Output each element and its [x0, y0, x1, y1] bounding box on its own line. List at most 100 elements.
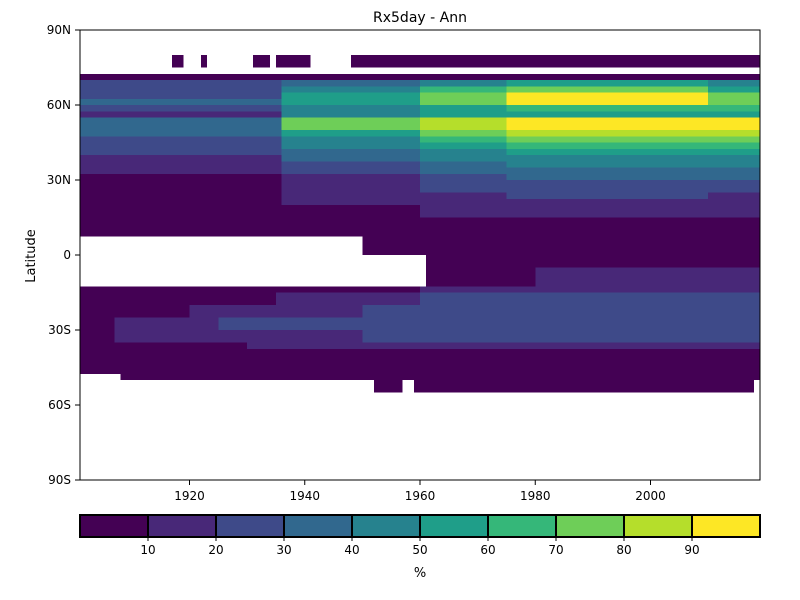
heatmap-cell	[420, 167, 507, 174]
heatmap-cell	[80, 123, 282, 130]
heatmap-cell	[506, 211, 709, 218]
heatmap-cell	[281, 161, 420, 168]
heatmap-cell	[80, 317, 115, 330]
heatmap-cell	[506, 180, 709, 187]
heatmap-cell	[420, 192, 507, 199]
heatmap-cell	[281, 111, 420, 118]
heatmap-cell	[420, 123, 507, 130]
heatmap-cell	[120, 373, 761, 380]
heatmap-cell	[80, 105, 282, 112]
colorbar-tick-label: 50	[412, 543, 427, 557]
heatmap-cell	[506, 130, 709, 137]
heatmap-cell	[420, 205, 507, 212]
colorbar-swatch	[147, 514, 217, 538]
heatmap-cell	[80, 73, 760, 80]
heatmap-cell	[281, 117, 420, 124]
heatmap-cell	[281, 86, 420, 93]
colorbar-tick-label: 10	[140, 543, 155, 557]
heatmap-cell	[350, 55, 760, 68]
heatmap-cell	[420, 211, 507, 218]
heatmap-cell	[281, 205, 420, 212]
heatmap-cell	[506, 98, 709, 105]
heatmap-cell	[80, 198, 282, 205]
heatmap-cell	[80, 286, 420, 293]
x-tick-label: 1980	[520, 489, 551, 503]
colorbar-tick-label: 30	[276, 543, 291, 557]
heatmap-cell	[420, 86, 507, 93]
heatmap-cell	[114, 330, 363, 343]
y-tick-label: 30N	[47, 173, 71, 187]
heatmap-cell	[420, 148, 507, 155]
y-tick-label: 60N	[47, 98, 71, 112]
heatmap-cell	[506, 161, 709, 168]
heatmap-cell	[708, 211, 760, 218]
heatmap-cell	[281, 142, 420, 149]
colorbar-swatch	[555, 514, 625, 538]
heatmap-cell	[80, 111, 282, 118]
heatmap-cell	[80, 98, 282, 105]
heatmap-cell	[281, 180, 420, 187]
heatmap-cell	[281, 92, 420, 99]
heatmap-cell	[708, 80, 760, 87]
heatmap-cell	[420, 180, 507, 187]
heatmap-cell	[708, 92, 760, 99]
heatmap-cell	[708, 186, 760, 193]
heatmap-cell	[362, 236, 760, 255]
heatmap-cell	[708, 148, 760, 155]
heatmap-cell	[80, 186, 282, 193]
heatmap-cell	[80, 161, 282, 168]
heatmap-cell	[708, 98, 760, 105]
heatmap-cell	[425, 255, 760, 268]
heatmap-cell	[80, 167, 282, 174]
colorbar-swatch	[691, 514, 761, 538]
heatmap-cell	[506, 86, 709, 93]
heatmap-cell	[425, 267, 536, 287]
heatmap-cell	[281, 136, 420, 143]
heatmap-cell	[275, 55, 311, 68]
y-axis: 90N 60N 30N 0 30S 60S 90S	[47, 23, 80, 487]
heatmap-cell	[420, 117, 507, 124]
heatmap-cell	[708, 205, 760, 212]
colorbar-tick-label: 90	[684, 543, 699, 557]
colorbar-swatch	[419, 514, 489, 538]
colorbar-tick-label: 60	[480, 543, 495, 557]
heatmap-cell	[420, 80, 507, 87]
heatmap-cell	[362, 305, 760, 318]
heatmap-cell	[708, 117, 760, 124]
heatmap-cell	[420, 198, 507, 205]
y-tick-label: 60S	[48, 398, 71, 412]
heatmap-cell	[506, 167, 709, 174]
heatmap-cell	[708, 105, 760, 112]
heatmap-cell	[420, 155, 507, 162]
y-axis-label: Latitude	[24, 229, 39, 283]
heatmap-cell	[80, 155, 282, 162]
heatmap-cell	[708, 192, 760, 199]
heatmap-cell	[708, 123, 760, 130]
heatmap-cell	[281, 173, 420, 180]
colorbar-swatch	[283, 514, 353, 538]
heatmap-cell	[281, 123, 420, 130]
heatmap-cell	[420, 186, 507, 193]
heatmap-cell	[80, 211, 282, 218]
heatmap-cell	[506, 136, 709, 143]
heatmap-cell	[80, 142, 282, 149]
x-tick-label: 2000	[635, 489, 666, 503]
heatmap-cell	[252, 55, 271, 68]
colorbar-tick-label: 40	[344, 543, 359, 557]
colorbar-swatch	[215, 514, 285, 538]
heatmap-cells	[80, 55, 761, 393]
heatmap-cell	[281, 186, 420, 193]
heatmap-cell	[506, 186, 709, 193]
heatmap-cell	[80, 148, 282, 155]
colorbar-tick-label: 20	[208, 543, 223, 557]
heatmap-cell	[80, 217, 760, 237]
heatmap-cell	[708, 111, 760, 118]
heatmap-cell	[506, 155, 709, 162]
heatmap-cell	[420, 161, 507, 168]
x-tick-label: 1960	[405, 489, 436, 503]
heatmap-cell	[420, 292, 760, 305]
heatmap-cell	[275, 292, 420, 305]
colorbar-swatch	[487, 514, 557, 538]
heatmap-cell	[420, 98, 507, 105]
